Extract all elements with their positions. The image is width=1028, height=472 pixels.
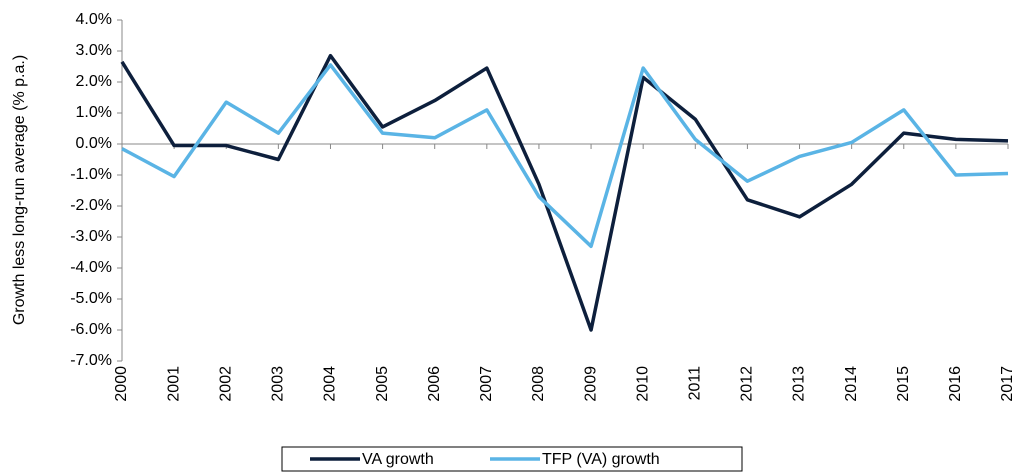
y-tick-label: 2.0% <box>76 73 112 90</box>
x-tick-label: 2016 <box>947 366 964 402</box>
x-tick-label: 2003 <box>270 366 287 402</box>
x-tick-label: 2007 <box>478 366 495 402</box>
series-line <box>120 53 1009 332</box>
legend-label: VA growth <box>362 451 434 468</box>
x-tick-label: 2008 <box>530 366 547 402</box>
x-tick-label: 2009 <box>582 366 599 402</box>
y-tick-label: -3.0% <box>70 228 112 245</box>
x-tick-label: 2012 <box>739 366 756 402</box>
x-tick-label: 2011 <box>687 366 704 401</box>
y-tick-label: -2.0% <box>70 197 112 214</box>
y-tick-label: -1.0% <box>70 166 112 183</box>
x-tick-label: 2014 <box>843 366 860 402</box>
y-tick-label: 0.0% <box>76 135 112 152</box>
x-tick-label: 2001 <box>165 366 182 402</box>
y-tick-label: -6.0% <box>70 321 112 338</box>
x-tick-label: 2010 <box>634 366 651 402</box>
series-line <box>121 63 1009 249</box>
x-tick-label: 2013 <box>791 366 808 402</box>
x-tick-label: 2006 <box>426 366 443 402</box>
x-tick-label: 2004 <box>322 366 339 402</box>
x-tick-label: 2017 <box>999 366 1016 402</box>
y-tick-label: -5.0% <box>70 290 112 307</box>
y-tick-label: 4.0% <box>76 11 112 28</box>
y-axis-label: Growth less long-run average (% p.a.) <box>11 55 28 325</box>
legend-label: TFP (VA) growth <box>542 451 660 468</box>
x-tick-label: 2000 <box>113 366 130 402</box>
y-tick-label: 3.0% <box>76 42 112 59</box>
x-tick-label: 2002 <box>217 366 234 402</box>
y-tick-label: -4.0% <box>70 259 112 276</box>
y-tick-label: -7.0% <box>70 352 112 369</box>
y-tick-label: 1.0% <box>76 104 112 121</box>
x-tick-label: 2015 <box>895 366 912 402</box>
x-tick-label: 2005 <box>374 366 391 402</box>
